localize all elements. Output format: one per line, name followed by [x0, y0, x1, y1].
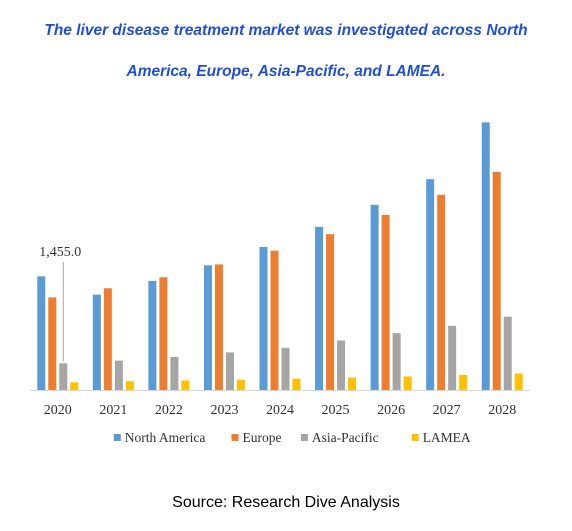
bar-north-america-2028	[481, 122, 490, 390]
bar-north-america-2022	[148, 280, 157, 390]
bar-europe-2027	[437, 194, 446, 390]
bar-asia-pacific-2022	[170, 357, 179, 390]
bar-north-america-2027	[426, 179, 435, 390]
x-tick-label-2025: 2025	[322, 403, 350, 418]
source-note: Source: Research Dive Analysis	[172, 494, 400, 511]
bar-europe-2024	[270, 250, 279, 390]
bar-chart: 2020 2021 2022 2023 2024 2025 2026 2027 2028 1,45…	[30, 122, 530, 445]
bar-lamea-2020	[70, 382, 79, 390]
bar-north-america-2024	[259, 247, 268, 390]
bar-asia-pacific-2026	[392, 333, 401, 390]
bar-lamea-2022	[181, 380, 190, 390]
data-label-asia-pacific-2020: 1,455.0	[39, 245, 81, 260]
x-tick-label-2023: 2023	[210, 403, 238, 418]
bar-europe-2023	[214, 264, 223, 390]
x-tick-label-2022: 2022	[155, 403, 183, 418]
legend-swatch-lamea	[411, 434, 419, 441]
bar-europe-2020	[48, 297, 57, 390]
legend-label-europe: Europe	[243, 430, 282, 445]
bar-asia-pacific-2020	[59, 363, 68, 390]
chart-title: The liver disease treatment market was i…	[0, 10, 572, 92]
bar-europe-2025	[326, 234, 335, 390]
x-tick-label-2020: 2020	[44, 403, 72, 418]
bar-lamea-2021	[125, 381, 134, 390]
bar-europe-2021	[103, 288, 112, 390]
bar-north-america-2025	[315, 226, 324, 390]
bar-north-america-2020	[37, 276, 46, 390]
bar-asia-pacific-2027	[448, 325, 457, 390]
bar-lamea-2028	[514, 373, 523, 390]
bar-north-america-2026	[370, 204, 379, 390]
x-tick-label-2027: 2027	[433, 403, 461, 418]
x-tick-label-2021: 2021	[99, 403, 127, 418]
bar-lamea-2024	[292, 378, 301, 390]
x-tick-label-2024: 2024	[266, 403, 294, 418]
bar-asia-pacific-2021	[114, 360, 123, 390]
bar-europe-2028	[492, 171, 501, 390]
chart-title-line-2: America, Europe, Asia-Pacific, and LAMEA…	[126, 63, 446, 80]
bar-europe-2026	[381, 214, 390, 390]
legend-swatch-asia-pacific	[300, 434, 308, 441]
bar-lamea-2025	[348, 377, 357, 390]
legend-label-lamea: LAMEA	[423, 430, 471, 445]
bar-asia-pacific-2025	[337, 340, 346, 390]
bar-lamea-2027	[459, 374, 468, 390]
x-tick-label-2026: 2026	[377, 403, 405, 418]
legend-label-north-america: North America	[125, 430, 206, 445]
legend-swatch-europe	[231, 434, 239, 441]
legend-label-asia-pacific: Asia-Pacific	[312, 430, 379, 445]
bar-north-america-2023	[203, 265, 212, 390]
bar-lamea-2026	[403, 376, 412, 390]
bar-asia-pacific-2028	[503, 316, 512, 390]
legend-swatch-north-america	[113, 434, 121, 441]
bar-asia-pacific-2023	[225, 352, 234, 390]
bar-europe-2022	[159, 277, 168, 390]
x-tick-label-2028: 2028	[488, 403, 516, 418]
bar-north-america-2021	[92, 294, 101, 390]
bar-asia-pacific-2024	[281, 347, 290, 390]
bar-lamea-2023	[236, 379, 245, 390]
chart-title-line-1: The liver disease treatment market was i…	[44, 22, 528, 39]
